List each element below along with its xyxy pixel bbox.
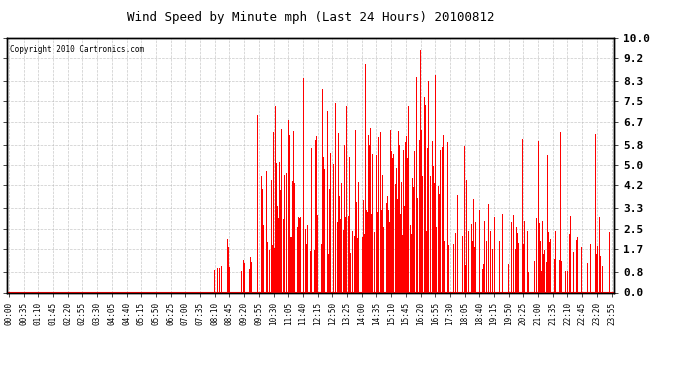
Text: Copyright 2010 Cartronics.com: Copyright 2010 Cartronics.com: [10, 45, 144, 54]
Text: Wind Speed by Minute mph (Last 24 Hours) 20100812: Wind Speed by Minute mph (Last 24 Hours)…: [127, 11, 494, 24]
